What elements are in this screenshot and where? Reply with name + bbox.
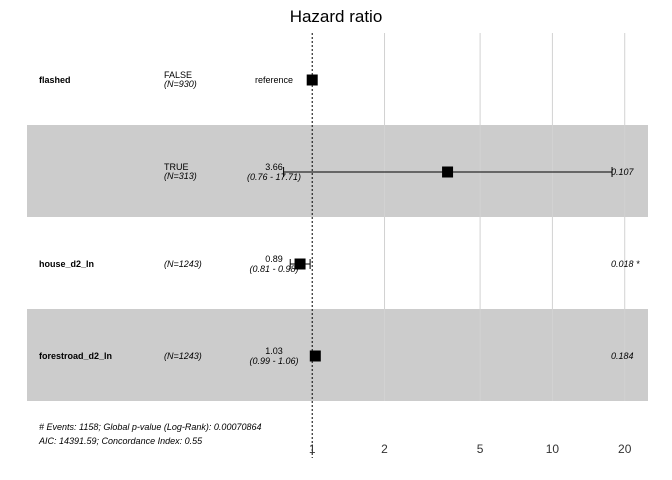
p-value-label: 0.184 [611, 351, 634, 361]
n-label: (N=930) [164, 79, 197, 89]
estimate-label: 1.03 [265, 346, 283, 356]
x-tick-label: 2 [381, 442, 388, 456]
x-tick-label: 5 [477, 442, 484, 456]
variable-label: flashed [39, 75, 71, 85]
level-label: TRUE [164, 162, 189, 172]
hr-marker [294, 258, 306, 270]
ci-label: (0.81 - 0.98) [249, 264, 298, 274]
row-band [27, 309, 648, 401]
p-value-label: 0.107 [611, 167, 635, 177]
x-axis-ticks: 1 2 5 10 20 [309, 442, 632, 456]
n-label: (N=1243) [164, 259, 202, 269]
row-bands [27, 125, 648, 401]
forest-row: flashed FALSE(N=930) reference [39, 70, 318, 89]
estimate-label: 3.66 [265, 162, 283, 172]
forest-row: forestroad_d2_ln (N=1243) 1.03(0.99 - 1.06… [39, 346, 634, 366]
estimate-label: 0.89 [265, 254, 283, 264]
grid-lines [384, 33, 626, 401]
ci-label: (0.76 - 17.71) [247, 172, 301, 182]
hr-marker [442, 166, 454, 178]
variable-label: forestroad_d2_ln [39, 351, 112, 361]
x-tick-label: 10 [546, 442, 560, 456]
chart-title: Hazard ratio [290, 7, 383, 26]
row-band [27, 125, 648, 217]
x-tick-label: 1 [309, 442, 316, 456]
hr-marker [306, 74, 318, 86]
forest-row: house_d2_ln (N=1243) 0.89(0.81 - 0.98) 0.01… [39, 254, 640, 274]
variable-label: house_d2_ln [39, 259, 94, 269]
footer-line-1: # Events: 1158; Global p-value (Log-Rank… [39, 422, 261, 432]
estimate-label: reference [255, 75, 293, 85]
rows: flashed FALSE(N=930) reference TRUE(N=313) 3… [39, 70, 640, 366]
forest-row: TRUE(N=313) 3.66(0.76 - 17.71) 0.107 [164, 162, 635, 182]
x-tick-label: 20 [618, 442, 632, 456]
p-value-label: 0.018 * [611, 259, 640, 269]
level-label: FALSE [164, 70, 192, 80]
ci-label: (0.99 - 1.06) [249, 356, 298, 366]
n-label: (N=313) [164, 171, 197, 181]
hr-marker [309, 350, 321, 362]
n-label: (N=1243) [164, 351, 202, 361]
footer-line-2: AIC: 14391.59; Concordance Index: 0.55 [38, 436, 203, 446]
